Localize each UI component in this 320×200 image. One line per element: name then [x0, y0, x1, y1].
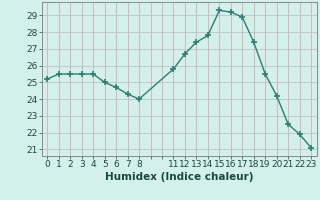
X-axis label: Humidex (Indice chaleur): Humidex (Indice chaleur): [105, 172, 253, 182]
